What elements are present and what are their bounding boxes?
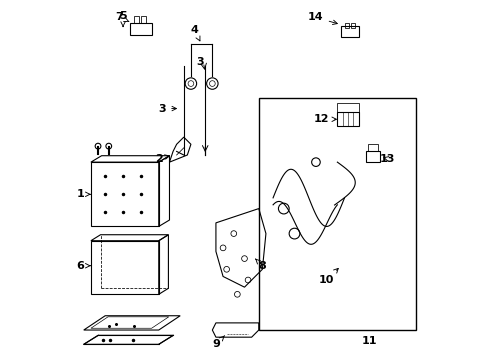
Text: 14: 14 [307,13,337,24]
Text: 11: 11 [361,336,377,346]
Bar [365,152,380,162]
Bar [340,26,358,37]
Text: 8: 8 [255,259,265,271]
Text: 2: 2 [155,154,169,163]
Text: 7: 7 [115,13,128,22]
Bar [350,23,354,28]
Bar [141,16,146,23]
Bar [258,98,415,330]
Text: 4: 4 [190,25,200,41]
Bar [344,23,348,28]
Text: 5: 5 [119,11,126,26]
Bar [367,144,378,152]
Text: 3: 3 [158,104,176,113]
Text: 1: 1 [76,189,90,199]
Bar [134,16,139,23]
Text: 10: 10 [318,269,338,285]
Bar [130,23,151,35]
Text: 12: 12 [313,114,336,124]
Bar [337,112,358,126]
Text: 13: 13 [379,154,394,163]
Text: 9: 9 [212,336,224,349]
Text: 3: 3 [196,57,203,67]
Bar [337,103,358,112]
Text: 6: 6 [76,261,90,271]
